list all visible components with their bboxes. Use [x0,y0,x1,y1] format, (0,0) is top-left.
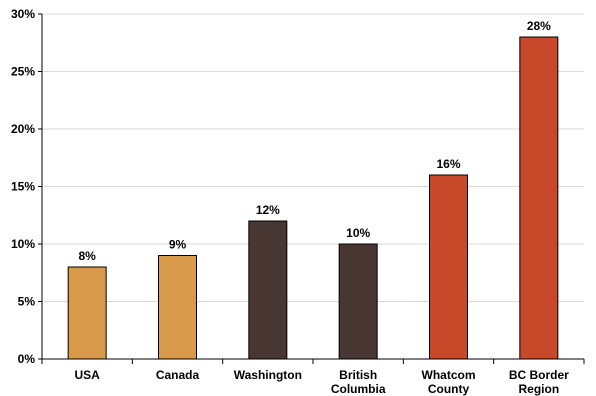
bar [519,36,559,360]
bar [429,174,468,360]
bar [158,255,197,360]
x-tick-label-line: British [339,368,377,382]
data-label: 16% [436,157,460,171]
x-tick-label-line: Whatcom [422,368,476,382]
x-tick-label: Washington [234,368,302,382]
x-tick-label-line: County [428,382,470,396]
gridlines [42,13,584,302]
x-axis: USA Canada Washington British Columbia Whatco… [41,358,585,396]
x-tick-label: USA [74,368,100,382]
y-tick-label: 0% [18,352,36,366]
y-tick-label: 10% [11,237,35,251]
y-tick-label: 5% [18,295,36,309]
x-tick-label: British Columbia [331,368,386,396]
x-tick-label-line: Columbia [331,382,386,396]
data-label: 10% [346,226,370,240]
bar [67,266,107,360]
x-tick-label: BC Border Region [509,368,569,396]
x-tick-label: Canada [156,368,200,382]
y-tick-label: 25% [11,65,35,79]
x-tick-label-line: Washington [234,368,302,382]
data-label: 28% [527,19,551,33]
y-tick-label: 20% [11,122,35,136]
y-tick-label: 15% [11,180,35,194]
x-tick-label-line: Region [518,382,559,396]
bar [338,243,378,360]
x-tick-label-line: BC Border [509,368,569,382]
bars: 8% 9% 12% 10% 16% 28% [67,19,559,360]
bar [248,220,288,360]
y-axis: 0% 5% 10% 15% 20% 25% 30% [11,7,43,366]
x-tick-label-line: USA [74,368,100,382]
data-label: 12% [256,203,280,217]
y-tick-label: 30% [11,7,35,21]
x-tick-label: Whatcom County [422,368,476,396]
x-tick-label-line: Canada [156,368,200,382]
data-label: 9% [169,238,187,252]
data-label: 8% [78,249,96,263]
